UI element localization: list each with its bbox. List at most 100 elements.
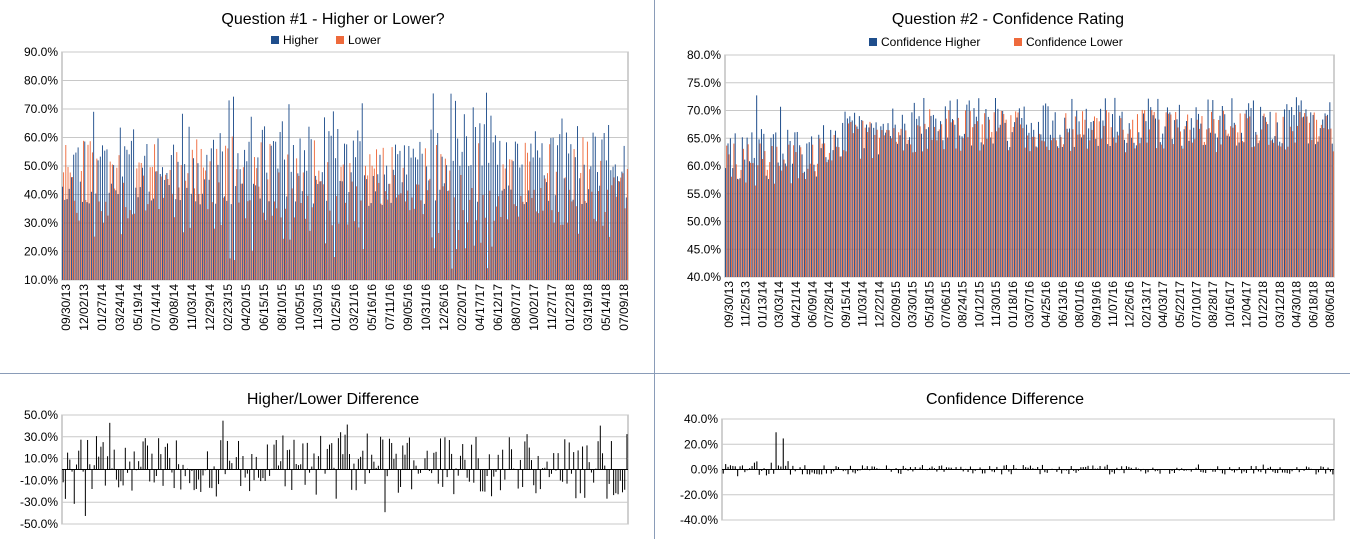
bar-lower: [945, 118, 947, 277]
bar-difference: [907, 469, 909, 471]
bar-lower: [1184, 126, 1186, 277]
bar-lower: [123, 182, 124, 280]
bar-lower: [881, 130, 883, 277]
bar-lower: [733, 143, 735, 277]
bar-difference: [729, 465, 731, 470]
bar-higher: [799, 145, 801, 277]
bar-lower: [318, 170, 320, 280]
bar-lower: [453, 197, 455, 280]
y-tick-label: 80.0%: [24, 74, 58, 88]
bar-difference: [1281, 469, 1283, 473]
bar-higher: [772, 134, 774, 277]
bar-higher: [270, 145, 272, 280]
bar-difference: [1279, 467, 1281, 470]
bar-difference: [158, 438, 160, 470]
bar-difference: [1229, 467, 1231, 470]
bar-difference: [969, 466, 971, 470]
bar-lower: [571, 201, 573, 280]
bar-difference: [455, 468, 457, 470]
bar-difference: [269, 469, 271, 476]
bar-difference: [235, 457, 237, 470]
bar-difference: [890, 469, 892, 472]
bar-difference: [902, 465, 904, 470]
bar-higher: [363, 175, 365, 280]
bar-difference: [1233, 469, 1235, 473]
bar-higher: [603, 133, 605, 280]
bar-lower: [972, 127, 974, 277]
bar-higher: [452, 160, 454, 280]
bar-higher: [346, 144, 348, 280]
bar-lower: [754, 185, 756, 277]
bar-difference: [1296, 467, 1298, 470]
bar-higher: [911, 112, 913, 277]
bar-higher: [1014, 122, 1016, 277]
bar-lower: [373, 168, 375, 280]
y-axis-ticks: 50.0%30.0%10.0%-10.0%-30.0%-50.0%: [20, 408, 58, 531]
bar-difference: [765, 469, 767, 476]
bar-difference: [482, 469, 484, 492]
bar-difference: [435, 451, 437, 470]
bar-lower: [285, 208, 287, 280]
y-tick-label: 30.0%: [24, 430, 58, 444]
bar-higher: [494, 135, 496, 280]
bar-higher: [1131, 137, 1133, 277]
bar-difference: [331, 443, 333, 470]
bar-lower: [783, 159, 785, 277]
bar-difference: [1099, 466, 1101, 470]
bar-higher: [1207, 99, 1209, 277]
bar-higher: [490, 115, 492, 280]
bar-lower: [558, 211, 560, 280]
bar-higher: [1047, 106, 1049, 277]
bar-lower: [480, 242, 482, 280]
bar-higher: [332, 111, 334, 280]
bar-lower: [364, 165, 366, 280]
bar-higher: [727, 143, 729, 277]
bar-lower: [595, 221, 597, 280]
bar-higher: [421, 153, 423, 280]
bar-higher: [1037, 121, 1039, 278]
bar-lower: [431, 237, 433, 280]
bar-difference: [242, 456, 244, 470]
bar-lower: [1325, 115, 1327, 277]
bar-higher: [1135, 145, 1137, 277]
bar-difference: [599, 425, 601, 470]
bar-difference: [624, 469, 626, 490]
bar-higher: [978, 98, 980, 277]
bar-difference: [897, 469, 899, 474]
x-tick-label: 01/27/14: [95, 284, 109, 331]
bar-difference: [93, 465, 95, 470]
bar-lower: [1029, 151, 1031, 277]
bar-higher: [1059, 134, 1061, 277]
bar-difference: [1164, 469, 1166, 471]
bar-lower: [174, 217, 176, 280]
bar-higher: [410, 157, 412, 280]
bar-higher: [417, 159, 419, 280]
bar-higher: [760, 129, 762, 277]
bar-higher: [791, 163, 793, 277]
bar-lower: [495, 206, 497, 280]
bar-higher: [1250, 108, 1252, 278]
bar-difference: [346, 424, 348, 470]
bar-higher: [1145, 121, 1147, 277]
bar-difference: [816, 469, 818, 475]
bar-difference: [864, 468, 866, 470]
bar-higher: [526, 202, 527, 280]
bar-higher: [259, 198, 261, 280]
bar-lower: [1316, 119, 1318, 277]
bar-difference: [1322, 466, 1324, 470]
bar-lower: [1117, 135, 1119, 277]
x-tick-label: 02/20/17: [455, 284, 469, 331]
bar-lower: [462, 210, 464, 280]
bar-higher: [870, 123, 872, 277]
bar-lower: [776, 146, 778, 277]
bar-higher: [326, 200, 328, 280]
bar-higher: [341, 181, 343, 280]
bar-lower: [1129, 129, 1131, 277]
bar-lower: [371, 165, 373, 280]
bar-higher: [399, 150, 401, 280]
bar-higher: [949, 100, 951, 278]
bar-lower: [520, 196, 522, 280]
bar-higher: [1181, 145, 1183, 277]
bar-lower: [100, 211, 102, 280]
bar-lower: [1165, 112, 1167, 277]
